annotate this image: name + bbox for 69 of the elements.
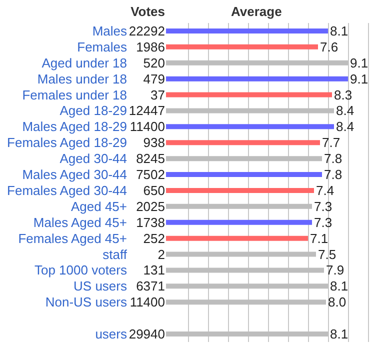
text: 1986: [136, 39, 165, 54]
data-label: 9.1: [350, 55, 368, 70]
bar: [166, 220, 312, 225]
data-label: 7.9: [326, 262, 344, 278]
text: 22292: [128, 23, 165, 38]
data-label: 9.1: [350, 71, 368, 86]
y-tick-label: Females: [77, 39, 128, 54]
y-tick-label: Females Aged 45+: [18, 230, 127, 246]
data-label: 7.7: [322, 135, 340, 150]
y-tick-label: Males Aged 45+: [33, 214, 127, 230]
text: 2025: [136, 198, 165, 214]
data-label: 7.8: [324, 167, 342, 182]
data-label: 7.6: [320, 39, 338, 54]
y-tick-label: Females Aged 30-44: [7, 182, 127, 198]
y-tick-label: US users: [74, 278, 128, 294]
text: 8245: [136, 151, 165, 166]
text: 131: [143, 262, 165, 278]
text: 479: [143, 71, 165, 86]
y-tick-label: staff: [102, 246, 128, 262]
bar: [166, 236, 308, 241]
y-tick-label: Males under 18: [37, 71, 127, 86]
y-tick-label: Aged under 18: [42, 55, 127, 70]
text: 11400: [130, 119, 165, 134]
text: 650: [143, 182, 165, 198]
bar: [166, 44, 318, 50]
text: 6371: [136, 278, 165, 294]
bar: [166, 92, 332, 98]
data-label: 8.4: [336, 103, 354, 118]
data-label: 8.1: [330, 23, 348, 38]
y-tick-label: Top 1000 voters: [34, 262, 128, 278]
y-tick-label: Aged 30-44: [60, 151, 127, 166]
bar: [166, 28, 328, 34]
y-tick-label: Males Aged 30-44: [22, 167, 127, 182]
text: 12447: [128, 103, 165, 118]
bar: [166, 76, 348, 82]
y-tick-label: Males Aged 18-29: [22, 119, 127, 134]
bar: [166, 124, 334, 130]
data-label: 8.1: [330, 326, 348, 342]
y-tick-label: Females Aged 18-29: [7, 135, 127, 150]
text: 520: [143, 55, 165, 70]
text: 2: [158, 246, 165, 262]
bar: [166, 140, 320, 146]
text: 29940: [128, 326, 165, 342]
text: 11400: [130, 294, 165, 310]
bar: [166, 172, 322, 178]
series-label: Average: [231, 4, 282, 19]
bar: [166, 188, 314, 193]
data-label: 7.5: [318, 246, 336, 262]
y-tick-label: users: [95, 326, 128, 342]
text: 7502: [136, 167, 165, 182]
data-label: 8.4: [336, 119, 354, 134]
data-label: 7.3: [314, 214, 332, 230]
text: 37: [150, 87, 165, 102]
data-label: 7.4: [316, 182, 334, 198]
text: 938: [143, 135, 165, 150]
data-label: 7.1: [310, 230, 328, 246]
y-tick-label: Non-US users: [45, 294, 128, 310]
data-label: 7.3: [314, 198, 332, 214]
data-label: 7.8: [324, 151, 342, 166]
data-label: 8.3: [334, 87, 352, 102]
text: 252: [143, 230, 165, 246]
y-tick-label: Females under 18: [22, 87, 127, 102]
y-tick-label: Aged 45+: [70, 198, 127, 214]
y-tick-label: Aged 18-29: [60, 103, 127, 118]
y-tick-label: Males: [92, 23, 128, 38]
data-label: 8.1: [330, 278, 348, 294]
text: Votes: [130, 4, 165, 19]
data-label: 8.0: [328, 294, 346, 310]
text: 1738: [136, 214, 165, 230]
